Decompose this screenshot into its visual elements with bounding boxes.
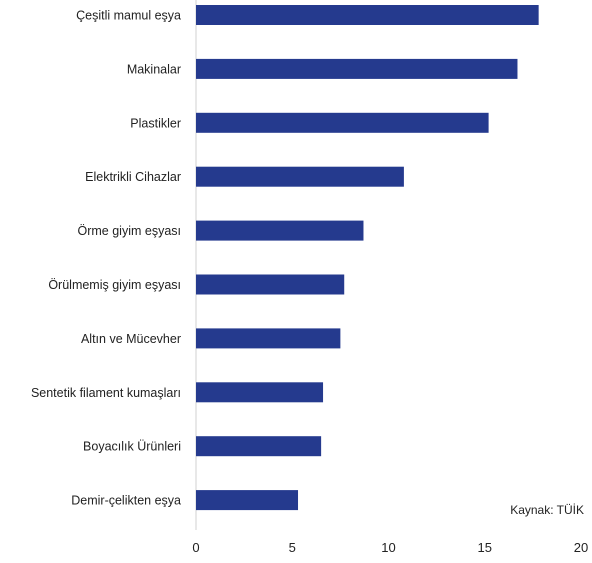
bar [196, 166, 404, 187]
source-note: Kaynak: TÜİK [510, 503, 584, 517]
x-axis-ticks: 0 5 10 15 20 [192, 540, 588, 555]
bar [196, 274, 345, 295]
category-label: Demir-çelikten eşya [71, 494, 181, 508]
bar [196, 220, 364, 241]
category-labels: Çeşitli mamul eşya Makinalar Plastikler Ele… [31, 9, 181, 508]
bar [196, 436, 322, 457]
bar [196, 490, 299, 511]
category-label: Sentetik filament kumaşları [31, 386, 181, 400]
bar [196, 58, 518, 79]
x-tick-label: 10 [381, 540, 395, 555]
x-tick-label: 0 [192, 540, 199, 555]
category-label: Altın ve Mücevher [81, 332, 181, 346]
category-label: Boyacılık Ürünleri [83, 440, 181, 454]
bar [196, 382, 324, 403]
bar [196, 328, 341, 349]
x-tick-label: 15 [478, 540, 492, 555]
category-label: Elektrikli Cihazlar [85, 170, 181, 184]
bar [196, 112, 489, 133]
category-label: Örülmemiş giyim eşyası [48, 278, 181, 292]
category-label: Plastikler [130, 116, 181, 130]
x-tick-label: 5 [289, 540, 296, 555]
category-label: Çeşitli mamul eşya [76, 9, 181, 23]
bars-layer [196, 5, 539, 511]
bar [196, 5, 539, 25]
category-label: Örme giyim eşyası [78, 224, 182, 238]
x-tick-label: 20 [574, 540, 588, 555]
category-label: Makinalar [127, 62, 181, 76]
